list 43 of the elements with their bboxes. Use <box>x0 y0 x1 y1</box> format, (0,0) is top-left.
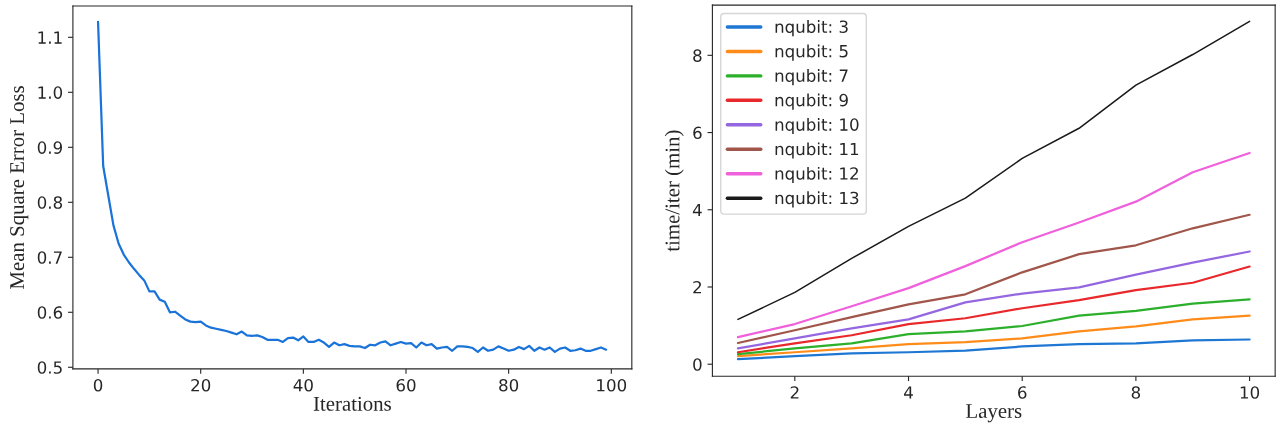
y-tick-label: 0.5 <box>37 361 62 374</box>
line-series <box>96 20 608 353</box>
x-tick-label: 2 <box>790 386 799 399</box>
x-axis-title: Iterations <box>313 396 391 411</box>
line-series <box>736 314 1251 358</box>
x-tick-label: 40 <box>293 378 313 392</box>
x-tick-label: 80 <box>499 378 519 392</box>
line-series <box>736 338 1251 361</box>
legend-label: nqubit: 13 <box>775 191 859 208</box>
line-series <box>736 213 1251 345</box>
y-tick-label: 0 <box>693 358 702 371</box>
y-tick-label: 8 <box>693 49 702 62</box>
y-axis-title: Mean Square Error Loss <box>10 86 29 289</box>
y-tick-label: 1.1 <box>38 31 62 44</box>
legend-label: nqubit: 7 <box>775 69 848 86</box>
y-tick-label: 0.6 <box>37 306 63 319</box>
y-tick-label: 4 <box>692 203 702 217</box>
y-tick-label: 0.9 <box>37 141 63 154</box>
x-tick-label: 4 <box>904 386 913 399</box>
x-tick-label: 0 <box>93 378 103 392</box>
line-series <box>737 20 1251 321</box>
y-tick-label: 0.7 <box>37 251 62 264</box>
legend-label: nqubit: 10 <box>775 117 859 135</box>
y-tick-label: 0.8 <box>37 196 63 209</box>
legend-label: nqubit: 9 <box>775 93 848 110</box>
legend-label: nqubit: 5 <box>775 44 848 61</box>
x-tick-label: 10 <box>1240 386 1260 399</box>
line-series <box>736 265 1251 354</box>
x-tick-label: 8 <box>1131 386 1141 399</box>
x-tick-label: 100 <box>597 378 627 392</box>
y-axis-title: time/iter (min) <box>664 130 684 252</box>
x-tick-label: 60 <box>396 378 416 392</box>
x-tick-label: 6 <box>1018 386 1027 399</box>
y-tick-label: 1.0 <box>38 86 63 99</box>
x-tick-label: 20 <box>191 378 211 392</box>
legend-label: nqubit: 11 <box>775 142 859 159</box>
line-series <box>736 250 1251 350</box>
legend-label: nqubit: 3 <box>775 20 848 37</box>
y-tick-label: 6 <box>693 126 702 140</box>
y-tick-label: 2 <box>693 280 702 294</box>
line-series <box>736 298 1251 356</box>
x-axis-title: Layers <box>966 404 1022 423</box>
legend-label: nqubit: 12 <box>775 166 858 184</box>
